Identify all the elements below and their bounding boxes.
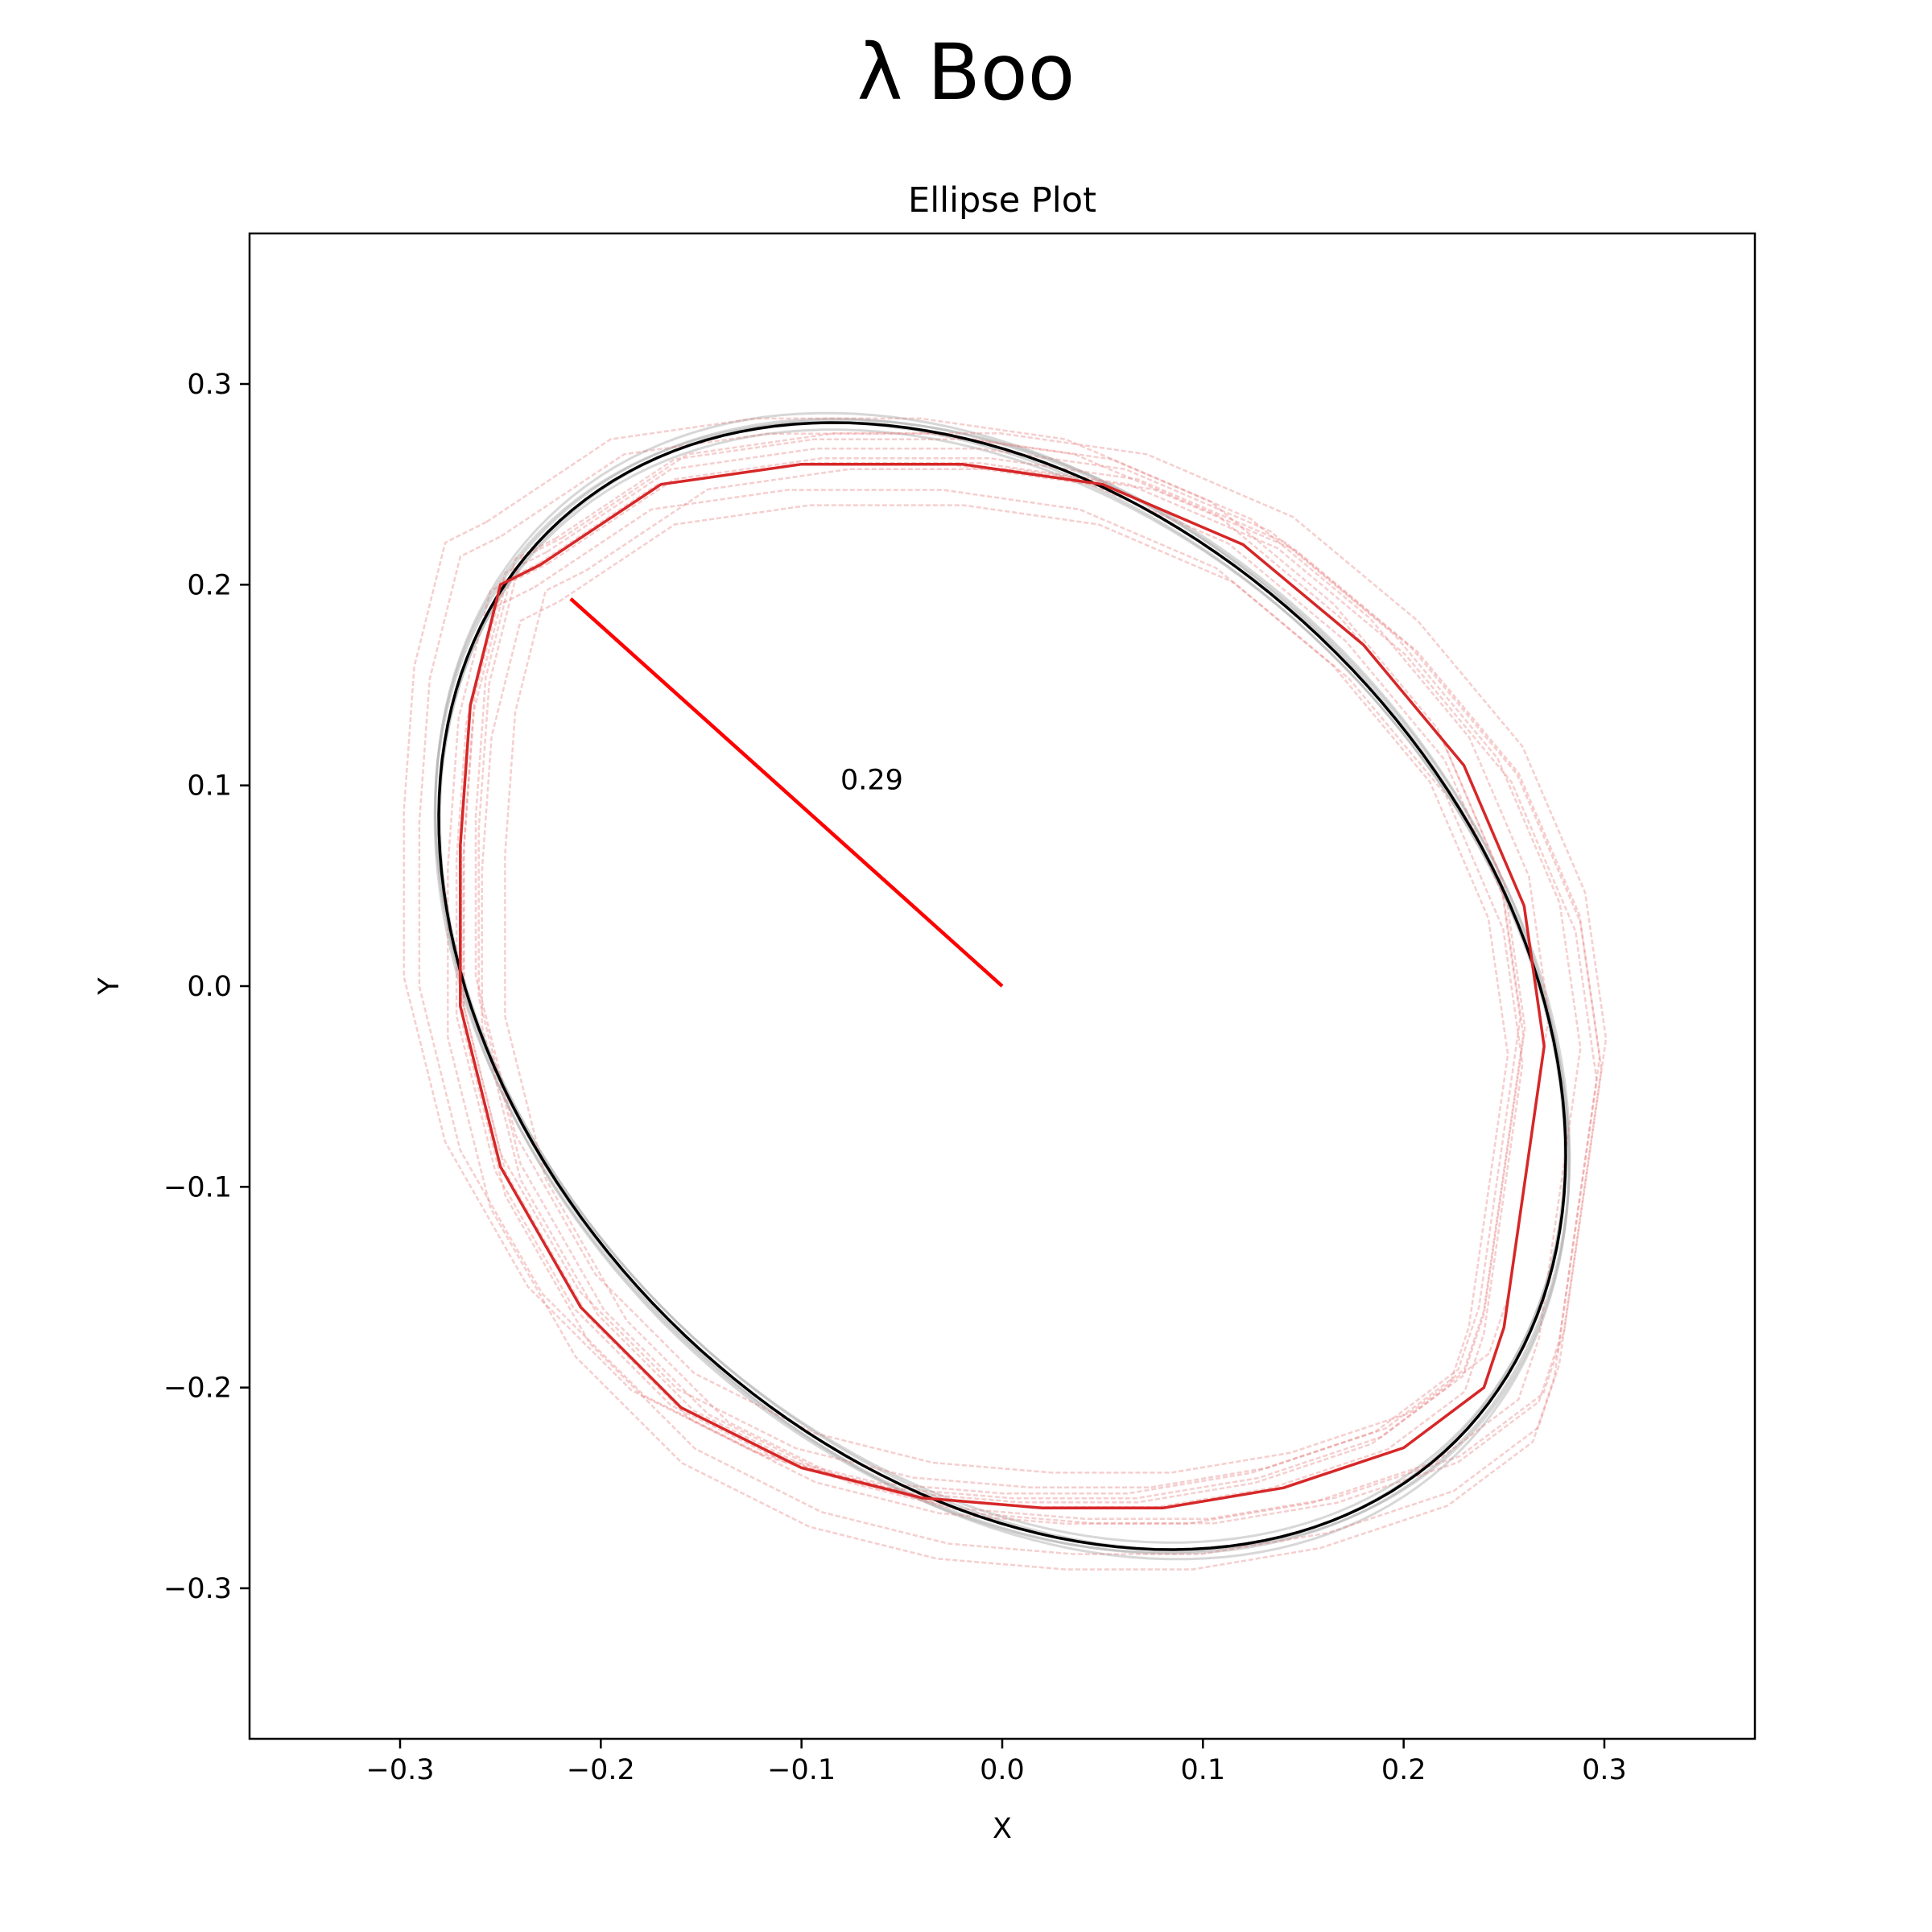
x-tick-label: −0.2 xyxy=(567,1754,635,1786)
measured-sample-curve xyxy=(474,438,1550,1474)
measured-sample-curve xyxy=(402,417,1521,1495)
measured-sample-curve xyxy=(418,432,1526,1500)
axes-title: Ellipse Plot xyxy=(908,180,1096,221)
y-tick-label: 0.3 xyxy=(187,369,232,401)
radius-annotation: 0.29 xyxy=(840,765,903,797)
x-tick-label: −0.1 xyxy=(767,1754,836,1786)
measured-sample-curve xyxy=(463,448,1582,1525)
x-tick-label: 0.2 xyxy=(1381,1754,1426,1786)
measured-sample-curve xyxy=(481,504,1524,1509)
plot-area xyxy=(402,411,1608,1571)
x-tick-label: 0.0 xyxy=(980,1754,1025,1786)
x-axis-label: X xyxy=(993,1813,1012,1845)
x-tick-label: 0.1 xyxy=(1180,1754,1225,1786)
measured-sample-curve xyxy=(447,461,1598,1571)
y-axis-label: Y xyxy=(93,977,126,996)
measured-curve xyxy=(459,462,1546,1510)
y-tick-label: 0.1 xyxy=(187,770,232,803)
reference-sample-ellipse xyxy=(437,419,1567,1554)
y-tick-label: −0.1 xyxy=(163,1171,232,1203)
y-tick-label: −0.2 xyxy=(163,1373,232,1405)
y-axis: −0.3 −0.2 −0.1 0.0 0.1 0.2 0.3 xyxy=(163,369,250,1605)
y-tick-label: 0.2 xyxy=(187,569,232,601)
measured-sample-curve xyxy=(455,489,1509,1504)
figure-suptitle: λ Boo xyxy=(857,27,1075,118)
measured-sample-curve xyxy=(504,468,1601,1525)
y-tick-label: 0.0 xyxy=(187,971,232,1003)
measured-sample-curve xyxy=(477,432,1608,1520)
reference-ellipse xyxy=(437,421,1567,1551)
radius-line xyxy=(569,597,1004,988)
x-tick-label: −0.3 xyxy=(366,1754,435,1786)
x-tick-label: 0.3 xyxy=(1582,1754,1627,1786)
x-axis: −0.3 −0.2 −0.1 0.0 0.1 0.2 0.3 xyxy=(366,1739,1627,1786)
y-tick-label: −0.3 xyxy=(163,1573,232,1605)
measured-sample-curve xyxy=(462,457,1603,1555)
